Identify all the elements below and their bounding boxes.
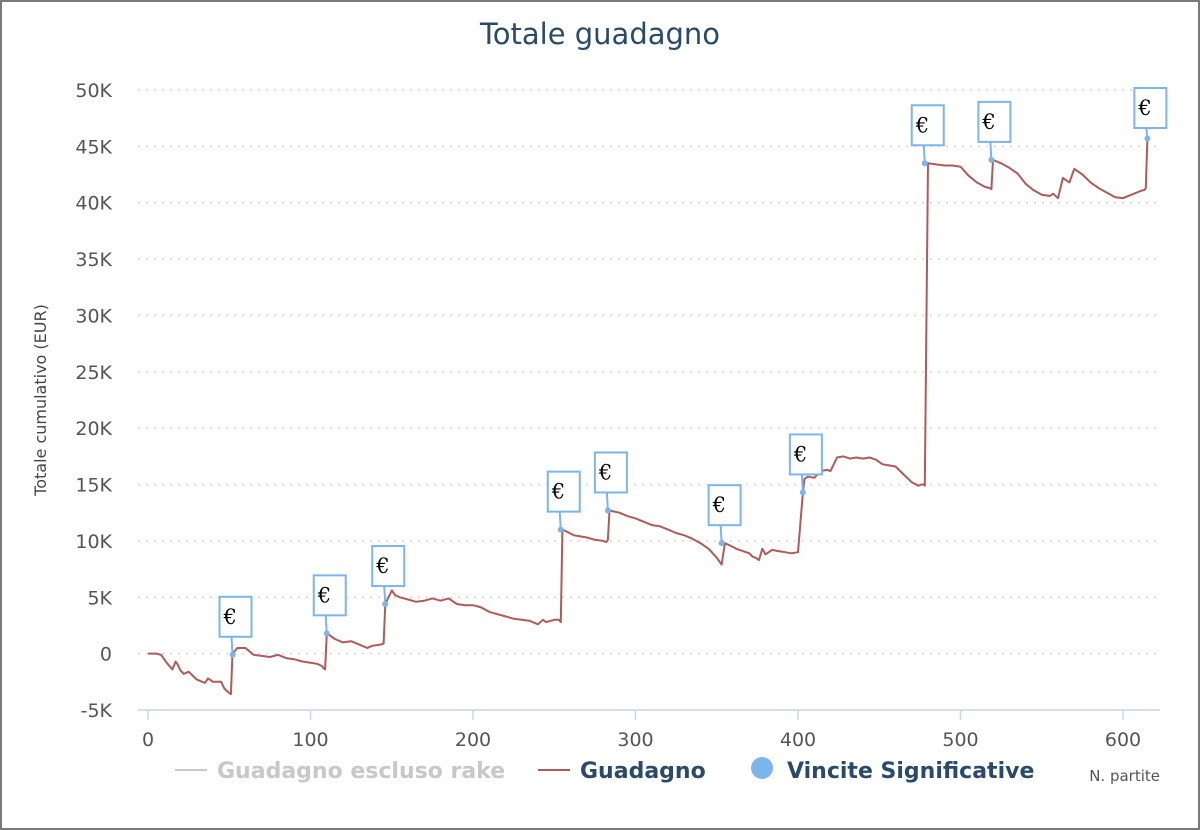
- flag-box: [977, 100, 1012, 143]
- y-tick-label: 50K: [75, 80, 112, 102]
- flags-group: € € € € € € € € € €: [218, 87, 1168, 658]
- win-flag[interactable]: €: [546, 470, 581, 533]
- win-marker[interactable]: [604, 507, 611, 514]
- legend-item[interactable]: Guadagno: [538, 759, 706, 784]
- x-tick-label: 600: [1105, 729, 1141, 751]
- legend-label: Guadagno escluso rake: [217, 759, 505, 784]
- win-flag[interactable]: €: [371, 545, 406, 608]
- x-tick-label: 100: [292, 729, 328, 751]
- win-marker[interactable]: [1144, 135, 1151, 142]
- y-axis-ticks: -5K 0 5K 10K 15K 20K 25K 30K 35K 40K 45K 50K: [75, 80, 112, 722]
- flag-connector: [324, 615, 328, 634]
- win-marker[interactable]: [382, 601, 389, 608]
- y-tick-label: 40K: [75, 193, 112, 215]
- flag-box: [707, 484, 742, 527]
- flag-box: [1133, 87, 1168, 129]
- win-flag[interactable]: €: [977, 100, 1012, 163]
- win-marker[interactable]: [921, 160, 928, 167]
- flag-label: €: [551, 480, 565, 504]
- x-axis-label: N. partite: [1089, 767, 1160, 785]
- win-marker[interactable]: [557, 526, 564, 533]
- win-flag[interactable]: €: [312, 574, 347, 637]
- x-tick-label: 500: [942, 729, 978, 751]
- win-flag[interactable]: €: [1133, 87, 1168, 142]
- flag-box: [312, 574, 347, 617]
- y-tick-label: 25K: [75, 362, 112, 384]
- y-tick-label: 20K: [75, 418, 112, 440]
- flag-box: [218, 595, 253, 638]
- legend-label: Vincite Significative: [787, 759, 1034, 784]
- x-tick-label: 200: [455, 729, 491, 751]
- flag-box: [910, 104, 945, 147]
- flag-label: €: [793, 442, 807, 466]
- flag-box: [593, 451, 628, 494]
- win-flag[interactable]: €: [788, 433, 823, 496]
- win-marker[interactable]: [718, 540, 725, 547]
- flag-label: €: [223, 605, 237, 629]
- win-flag[interactable]: €: [218, 595, 253, 658]
- flag-box: [371, 545, 406, 588]
- flag-connector: [605, 492, 609, 511]
- y-tick-label: 0: [100, 644, 112, 666]
- flag-box: [788, 433, 823, 476]
- series-group: [148, 138, 1149, 696]
- x-tick-label: 300: [617, 729, 653, 751]
- x-axis: 0 100 200 300 400 500 600: [138, 709, 1160, 751]
- legend-circle-symbol: [751, 757, 773, 779]
- flag-connector: [989, 141, 993, 160]
- series-line-guadagno: [148, 138, 1149, 696]
- flag-label: €: [598, 460, 612, 484]
- grid-lines: [138, 89, 1160, 711]
- win-flag[interactable]: €: [707, 484, 742, 547]
- win-marker[interactable]: [799, 489, 806, 496]
- flag-label: €: [981, 110, 995, 134]
- flag-connector: [800, 474, 804, 493]
- flag-connector: [558, 511, 562, 530]
- y-tick-label: 45K: [75, 136, 112, 158]
- y-tick-label: 10K: [75, 531, 112, 553]
- flag-label: €: [712, 493, 726, 517]
- flag-label: €: [317, 583, 331, 607]
- x-tick-label: 400: [780, 729, 816, 751]
- flag-connector: [922, 145, 926, 164]
- win-marker[interactable]: [988, 156, 995, 163]
- y-tick-label: 5K: [87, 587, 112, 609]
- flag-label: €: [915, 113, 929, 137]
- x-tick-label: 0: [142, 729, 154, 751]
- legend-label: Guadagno: [580, 759, 706, 784]
- legend: Guadagno escluso rake Guadagno Vincite Sig…: [175, 757, 1034, 784]
- flag-label: €: [1137, 96, 1151, 120]
- flag-label: €: [375, 554, 389, 578]
- flag-box: [546, 470, 581, 513]
- y-tick-label: 15K: [75, 475, 112, 497]
- legend-item[interactable]: Guadagno escluso rake: [175, 759, 505, 784]
- win-flag[interactable]: €: [910, 104, 945, 167]
- y-tick-label: -5K: [81, 700, 113, 722]
- legend-item[interactable]: Vincite Significative: [751, 757, 1034, 784]
- win-marker[interactable]: [323, 630, 330, 637]
- flag-connector: [230, 636, 234, 655]
- y-tick-label: 30K: [75, 305, 112, 327]
- y-axis-label: Totale cumulativo (EUR): [31, 304, 50, 497]
- chart-title: Totale guadagno: [479, 17, 720, 51]
- y-tick-label: 35K: [75, 249, 112, 271]
- win-flag[interactable]: €: [593, 451, 628, 514]
- flag-connector: [719, 525, 723, 544]
- win-marker[interactable]: [229, 651, 236, 658]
- flag-connector: [383, 585, 387, 605]
